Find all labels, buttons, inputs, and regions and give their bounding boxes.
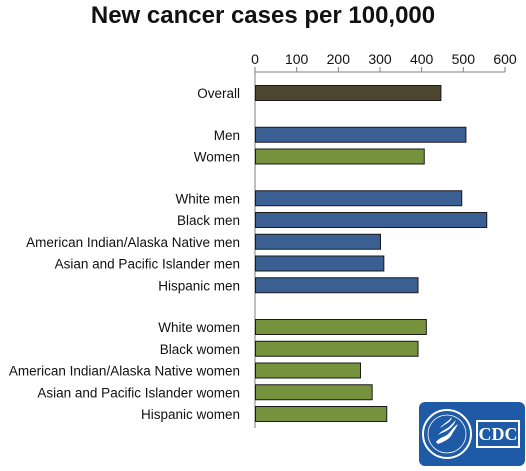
x-tick-label: 100 xyxy=(285,51,309,67)
bar xyxy=(255,406,388,422)
bar xyxy=(255,85,442,101)
category-label: American Indian/Alaska Native men xyxy=(26,235,240,250)
bar xyxy=(255,212,488,228)
category-label: Asian and Pacific Islander men xyxy=(55,257,240,272)
bar xyxy=(255,233,381,250)
x-axis: 0 100 200 300 400 500 600 xyxy=(251,51,517,428)
bar xyxy=(255,255,385,272)
x-tick-label: 300 xyxy=(368,51,392,67)
category-label: Asian and Pacific Islander women xyxy=(37,385,240,400)
category-label: Women xyxy=(194,150,240,165)
x-tick-label: 400 xyxy=(410,51,434,67)
bar xyxy=(255,190,463,207)
bars xyxy=(255,85,488,422)
category-label: White women xyxy=(158,320,240,335)
bar xyxy=(255,340,419,357)
bar xyxy=(255,319,427,335)
x-tick-label: 0 xyxy=(251,51,259,67)
category-label: American Indian/Alaska Native women xyxy=(9,364,240,379)
category-label: Men xyxy=(214,128,240,143)
category-label: Black men xyxy=(177,213,240,228)
category-labels: Overall Men Women White men Black men America… xyxy=(9,86,240,422)
category-label: Hispanic men xyxy=(158,278,240,293)
x-tick-label: 600 xyxy=(493,51,517,67)
category-label: Black women xyxy=(160,342,240,357)
chart-title: New cancer cases per 100,000 xyxy=(90,2,436,29)
bar xyxy=(255,384,373,401)
category-label: White men xyxy=(175,191,240,206)
bar xyxy=(255,277,419,294)
logo-text: CDC xyxy=(479,424,518,444)
bar xyxy=(255,148,425,165)
x-tick-label: 500 xyxy=(452,51,476,67)
bar xyxy=(255,362,361,379)
category-label: Hispanic women xyxy=(141,407,240,422)
category-label: Overall xyxy=(197,86,240,101)
cdc-logo-icon: CDC xyxy=(419,402,525,466)
bar xyxy=(255,126,467,143)
x-tick-label: 200 xyxy=(327,51,351,67)
